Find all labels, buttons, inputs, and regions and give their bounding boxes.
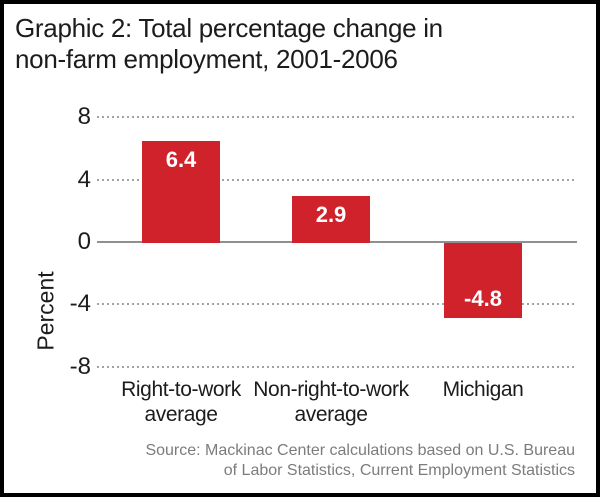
bar-value-label: 6.4 (165, 147, 197, 172)
x-category-label: Non-right-to-work average (231, 377, 431, 427)
gridline--4 (97, 303, 577, 305)
x-category-label-line: average (294, 403, 368, 426)
x-category-label-line: average (144, 403, 218, 426)
x-category-label-line: Michigan (442, 378, 524, 401)
bar-value-label: -4.8 (464, 286, 502, 311)
y-tick-label: -8 (69, 353, 91, 380)
x-category-label-line: Right-to-work (121, 378, 241, 401)
y-axis-label: Percent (32, 271, 59, 351)
gridline-8 (97, 116, 577, 118)
y-tick-label: -4 (69, 290, 91, 317)
y-tick-label: 0 (77, 228, 91, 255)
source-note-line1: Source: Mackinac Center calculations bas… (145, 442, 575, 459)
bar-non-right-to-work-average: 2.9 (292, 196, 370, 243)
chart-title-line1: Graphic 2: Total percentage change in (15, 13, 443, 43)
bar-right-to-work-average: 6.4 (142, 141, 220, 243)
bar-michigan: -4.8 (444, 243, 522, 318)
gridline--8 (97, 366, 577, 368)
x-category-label: Right-to-work average (81, 377, 281, 427)
chart-title: Graphic 2: Total percentage change in no… (15, 13, 443, 75)
bar-value-label: 2.9 (315, 202, 347, 227)
y-tick-label: 8 (77, 103, 91, 130)
x-category-label-line: Non-right-to-work (253, 378, 409, 401)
x-category-label: Michigan (383, 377, 583, 402)
source-note: Source: Mackinac Center calculations bas… (145, 441, 575, 481)
source-note-line2: of Labor Statistics, Current Employment … (223, 462, 575, 479)
chart-title-line2: non-farm employment, 2001-2006 (15, 44, 398, 74)
y-tick-label: 4 (77, 166, 91, 193)
gridline-4 (97, 179, 577, 181)
